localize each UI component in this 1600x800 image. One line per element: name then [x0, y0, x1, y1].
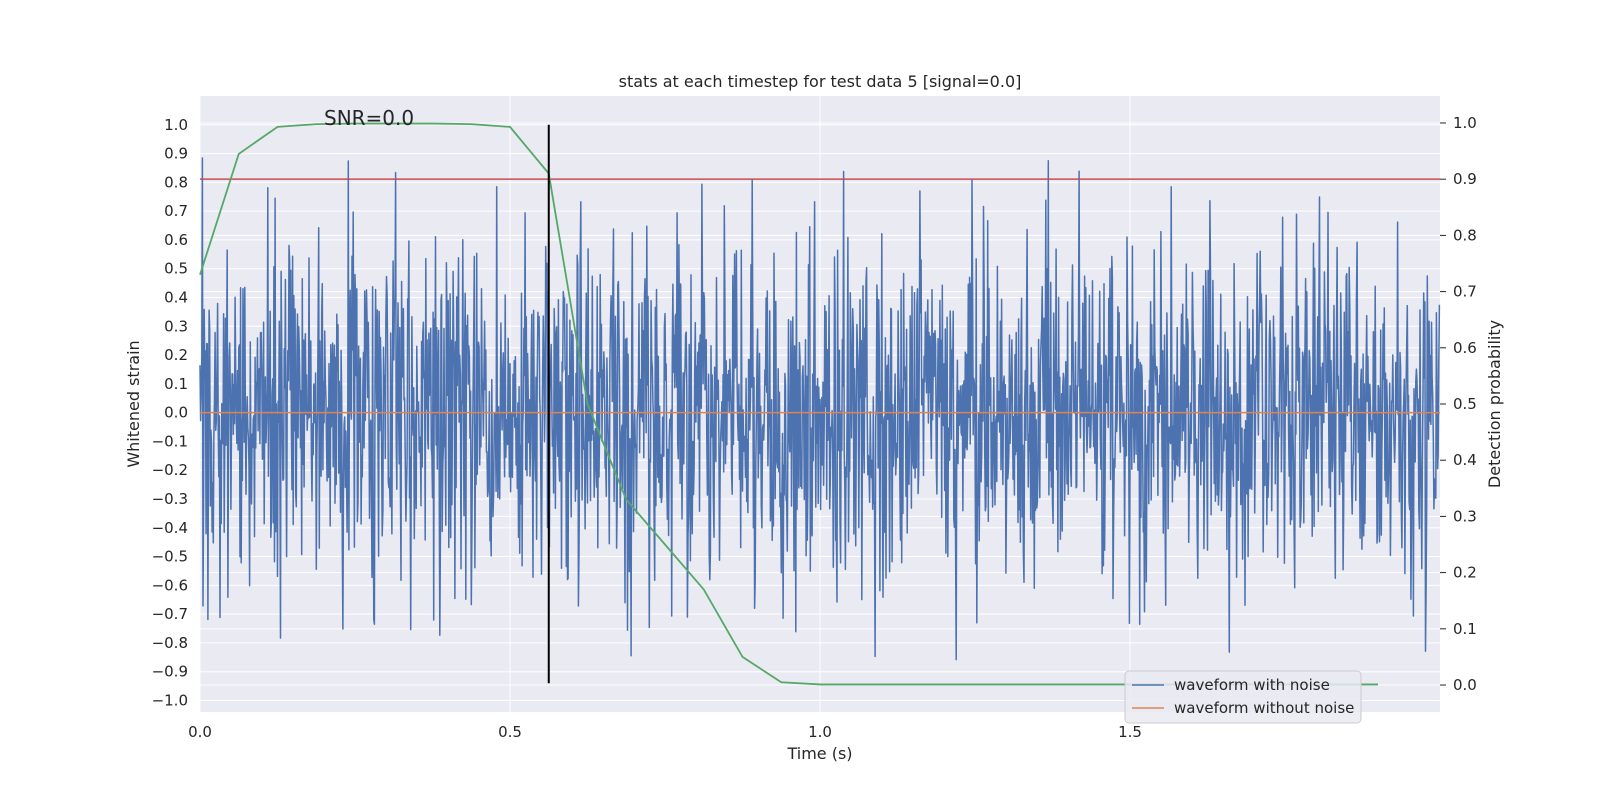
- y-tick-label-left: 0.2: [164, 346, 188, 364]
- y-tick-label-right: 0.5: [1453, 395, 1477, 413]
- legend-label-noise: waveform with noise: [1174, 676, 1330, 694]
- y-tick-label-left: 0.8: [164, 173, 188, 191]
- y-tick-label-right: 0.0: [1453, 676, 1477, 694]
- y-tick-label-left: −0.4: [152, 519, 188, 537]
- legend: waveform with noise waveform without noi…: [1124, 670, 1362, 724]
- legend-label-clean: waveform without noise: [1174, 699, 1354, 717]
- y-tick-label-left: 1.0: [164, 116, 188, 134]
- y-tick-label-right: 0.9: [1453, 170, 1477, 188]
- y-tick-label-left: −0.2: [152, 461, 188, 479]
- y-tick-label-right: 0.2: [1453, 564, 1477, 582]
- y-tick-label-right: 1.0: [1453, 114, 1477, 132]
- y-tick-label-left: −0.1: [152, 432, 188, 450]
- y-tick-label-right: 0.8: [1453, 226, 1477, 244]
- y-tick-label-left: −0.7: [152, 605, 188, 623]
- legend-box: [1124, 670, 1362, 724]
- y-axis-label-left: Whitened strain: [124, 340, 143, 467]
- y-tick-label-left: −0.3: [152, 490, 188, 508]
- y-tick-label-left: −0.5: [152, 548, 188, 566]
- y-tick-label-right: 0.1: [1453, 620, 1477, 638]
- y-tick-label-left: −0.8: [152, 634, 188, 652]
- y-tick-label-left: −1.0: [152, 691, 188, 709]
- x-tick-label: 0.0: [188, 723, 212, 741]
- y-tick-label-right: 0.4: [1453, 451, 1477, 469]
- y-tick-label-left: 0.5: [164, 260, 188, 278]
- x-tick-label: 0.5: [498, 723, 522, 741]
- y-tick-label-right: 0.7: [1453, 283, 1477, 301]
- y-tick-label-left: −0.9: [152, 663, 188, 681]
- y-tick-label-left: 0.4: [164, 288, 188, 306]
- ticks-layer: 1.0 0.9 0.8 0.7 0.6 0.5 0.4 0.3 0.2 0.1 0.0 −0.1 −0.…: [152, 114, 1477, 741]
- chart-title: stats at each timestep for test data 5 […: [619, 72, 1022, 91]
- y-axis-label-right: Detection probability: [1485, 320, 1504, 488]
- y-tick-label-left: 0.3: [164, 317, 188, 335]
- y-tick-label-left: 0.9: [164, 145, 188, 163]
- y-tick-label-left: −0.6: [152, 576, 188, 594]
- y-tick-label-left: 0.6: [164, 231, 188, 249]
- snr-annotation: SNR=0.0: [324, 106, 414, 130]
- x-axis-label: Time (s): [786, 744, 852, 763]
- y-tick-label-right: 0.6: [1453, 339, 1477, 357]
- x-tick-label: 1.0: [808, 723, 832, 741]
- y-tick-label-left: 0.7: [164, 202, 188, 220]
- x-tick-label: 1.5: [1118, 723, 1142, 741]
- y-tick-label-left: 0.1: [164, 375, 188, 393]
- y-tick-label-left: 0.0: [164, 404, 188, 422]
- series-waveform-with-noise: [199, 157, 1441, 661]
- y-tick-label-right: 0.3: [1453, 507, 1477, 525]
